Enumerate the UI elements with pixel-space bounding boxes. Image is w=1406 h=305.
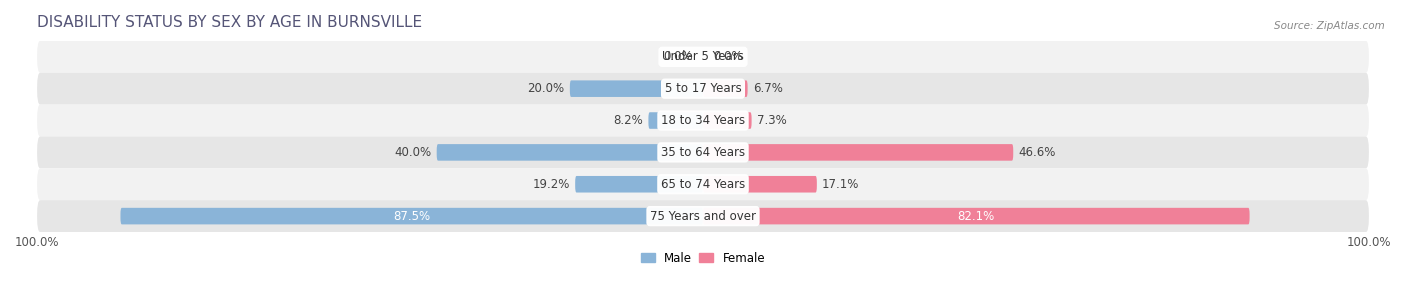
Text: 35 to 64 Years: 35 to 64 Years [661,146,745,159]
FancyBboxPatch shape [703,144,1014,161]
FancyBboxPatch shape [703,208,1250,224]
FancyBboxPatch shape [648,112,703,129]
Text: 82.1%: 82.1% [957,210,995,223]
Text: 8.2%: 8.2% [613,114,643,127]
Text: Under 5 Years: Under 5 Years [662,50,744,63]
Legend: Male, Female: Male, Female [637,248,769,268]
Text: 87.5%: 87.5% [394,210,430,223]
FancyBboxPatch shape [121,208,703,224]
Text: 6.7%: 6.7% [754,82,783,95]
Text: 46.6%: 46.6% [1018,146,1056,159]
FancyBboxPatch shape [37,168,1369,200]
Text: 7.3%: 7.3% [756,114,787,127]
Text: 75 Years and over: 75 Years and over [650,210,756,223]
Text: 0.0%: 0.0% [713,50,742,63]
FancyBboxPatch shape [37,41,1369,73]
FancyBboxPatch shape [575,176,703,192]
Text: 65 to 74 Years: 65 to 74 Years [661,178,745,191]
Text: 40.0%: 40.0% [394,146,432,159]
Text: 19.2%: 19.2% [533,178,569,191]
Text: DISABILITY STATUS BY SEX BY AGE IN BURNSVILLE: DISABILITY STATUS BY SEX BY AGE IN BURNS… [37,15,422,30]
FancyBboxPatch shape [37,200,1369,232]
FancyBboxPatch shape [703,176,817,192]
FancyBboxPatch shape [37,73,1369,105]
FancyBboxPatch shape [37,105,1369,136]
FancyBboxPatch shape [569,81,703,97]
FancyBboxPatch shape [703,112,752,129]
Text: 20.0%: 20.0% [527,82,565,95]
Text: 0.0%: 0.0% [664,50,693,63]
Text: 18 to 34 Years: 18 to 34 Years [661,114,745,127]
Text: 17.1%: 17.1% [823,178,859,191]
Text: 5 to 17 Years: 5 to 17 Years [665,82,741,95]
FancyBboxPatch shape [703,81,748,97]
FancyBboxPatch shape [37,136,1369,168]
FancyBboxPatch shape [437,144,703,161]
Text: Source: ZipAtlas.com: Source: ZipAtlas.com [1274,21,1385,31]
